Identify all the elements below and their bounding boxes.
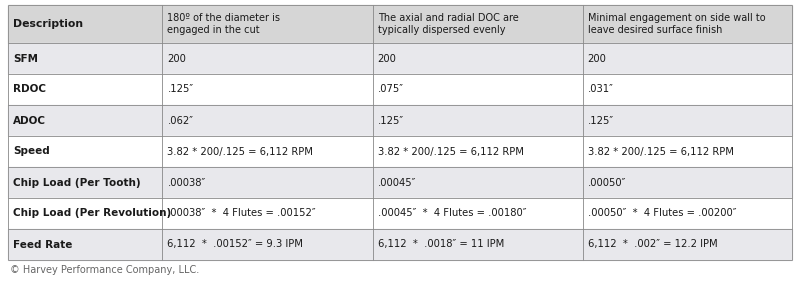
Polygon shape (373, 198, 582, 229)
Text: .125″: .125″ (588, 116, 614, 126)
Text: SFM: SFM (13, 53, 38, 63)
Text: Speed: Speed (13, 147, 50, 157)
Text: .031″: .031″ (588, 84, 614, 95)
Text: 6,112  *  .0018″ = 11 IPM: 6,112 * .0018″ = 11 IPM (378, 239, 504, 249)
Text: Chip Load (Per Revolution): Chip Load (Per Revolution) (13, 208, 171, 218)
Polygon shape (8, 167, 162, 198)
Text: Minimal engagement on side wall to
leave desired surface finish: Minimal engagement on side wall to leave… (588, 13, 766, 35)
Text: Feed Rate: Feed Rate (13, 239, 72, 249)
Text: .062″: .062″ (167, 116, 194, 126)
Text: 6,112  *  .002″ = 12.2 IPM: 6,112 * .002″ = 12.2 IPM (588, 239, 718, 249)
Text: .125″: .125″ (167, 84, 194, 95)
Text: 200: 200 (378, 53, 397, 63)
Polygon shape (162, 74, 373, 105)
Text: .00038″  *  4 Flutes = .00152″: .00038″ * 4 Flutes = .00152″ (167, 208, 316, 218)
Text: 180º of the diameter is
engaged in the cut: 180º of the diameter is engaged in the c… (167, 13, 281, 35)
Polygon shape (582, 136, 792, 167)
Polygon shape (582, 167, 792, 198)
Polygon shape (8, 229, 162, 260)
Polygon shape (373, 136, 582, 167)
Text: ADOC: ADOC (13, 116, 46, 126)
Polygon shape (582, 74, 792, 105)
Text: .00050″: .00050″ (588, 178, 626, 187)
Polygon shape (162, 167, 373, 198)
Text: Description: Description (13, 19, 83, 29)
Polygon shape (162, 136, 373, 167)
Polygon shape (8, 105, 162, 136)
Polygon shape (373, 74, 582, 105)
Text: 3.82 * 200/.125 = 6,112 RPM: 3.82 * 200/.125 = 6,112 RPM (588, 147, 734, 157)
Polygon shape (8, 74, 162, 105)
Polygon shape (582, 105, 792, 136)
Text: RDOC: RDOC (13, 84, 46, 95)
Polygon shape (373, 229, 582, 260)
Polygon shape (8, 136, 162, 167)
Polygon shape (373, 5, 582, 43)
Text: Chip Load (Per Tooth): Chip Load (Per Tooth) (13, 178, 141, 187)
Text: .125″: .125″ (378, 116, 404, 126)
Text: 6,112  *  .00152″ = 9.3 IPM: 6,112 * .00152″ = 9.3 IPM (167, 239, 303, 249)
Text: .00050″  *  4 Flutes = .00200″: .00050″ * 4 Flutes = .00200″ (588, 208, 736, 218)
Text: .075″: .075″ (378, 84, 403, 95)
Polygon shape (582, 198, 792, 229)
Text: 3.82 * 200/.125 = 6,112 RPM: 3.82 * 200/.125 = 6,112 RPM (167, 147, 314, 157)
Polygon shape (582, 5, 792, 43)
Text: 200: 200 (588, 53, 606, 63)
Text: The axial and radial DOC are
typically dispersed evenly: The axial and radial DOC are typically d… (378, 13, 518, 35)
Polygon shape (8, 198, 162, 229)
Polygon shape (8, 5, 162, 43)
Text: © Harvey Performance Company, LLC.: © Harvey Performance Company, LLC. (10, 265, 199, 275)
Polygon shape (582, 229, 792, 260)
Text: .00038″: .00038″ (167, 178, 206, 187)
Polygon shape (373, 43, 582, 74)
Polygon shape (373, 105, 582, 136)
Polygon shape (8, 43, 162, 74)
Polygon shape (582, 43, 792, 74)
Text: 3.82 * 200/.125 = 6,112 RPM: 3.82 * 200/.125 = 6,112 RPM (378, 147, 523, 157)
Polygon shape (162, 105, 373, 136)
Text: .00045″: .00045″ (378, 178, 416, 187)
Text: 200: 200 (167, 53, 186, 63)
Polygon shape (162, 43, 373, 74)
Polygon shape (162, 229, 373, 260)
Polygon shape (373, 167, 582, 198)
Text: .00045″  *  4 Flutes = .00180″: .00045″ * 4 Flutes = .00180″ (378, 208, 526, 218)
Polygon shape (162, 5, 373, 43)
Polygon shape (162, 198, 373, 229)
